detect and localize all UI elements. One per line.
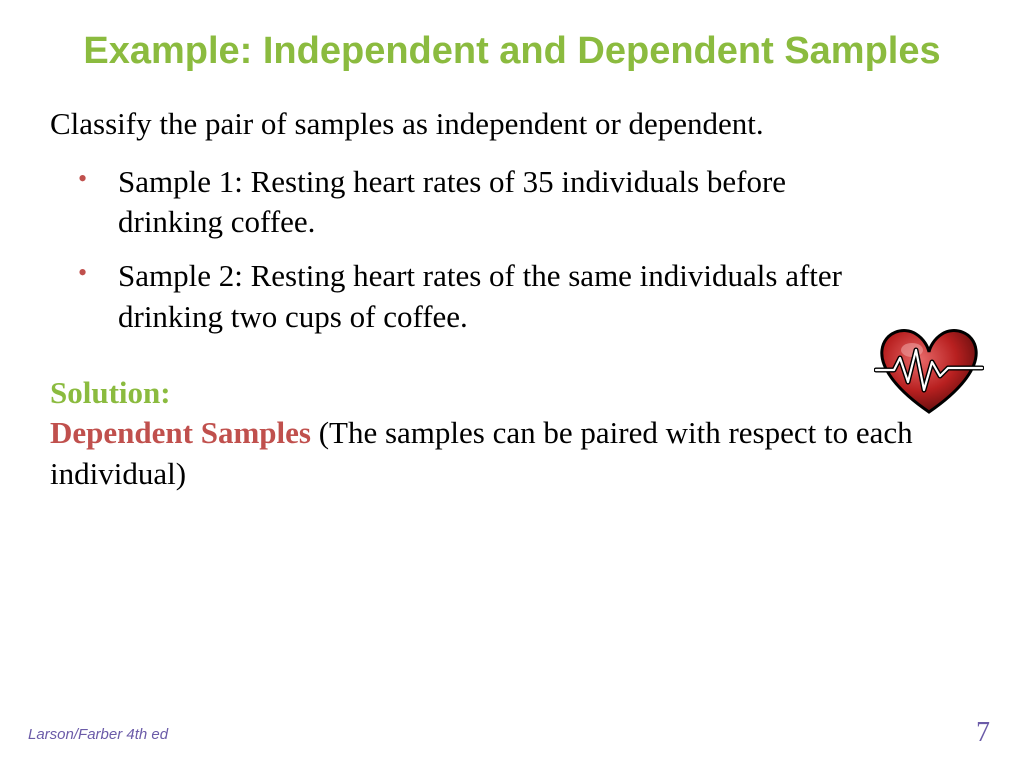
solution-label: Solution:	[50, 375, 171, 410]
list-item: Sample 1: Resting heart rates of 35 indi…	[78, 162, 858, 243]
slide-title: Example: Independent and Dependent Sampl…	[50, 28, 974, 76]
list-item: Sample 2: Resting heart rates of the sam…	[78, 256, 858, 337]
intro-text: Classify the pair of samples as independ…	[50, 104, 974, 144]
heart-icon	[874, 320, 984, 420]
bullet-list: Sample 1: Resting heart rates of 35 indi…	[50, 162, 974, 337]
solution-block: Solution: Dependent Samples (The samples…	[50, 373, 974, 494]
page-number: 7	[976, 717, 990, 749]
slide-content: Example: Independent and Dependent Sampl…	[0, 0, 1024, 494]
footer-citation: Larson/Farber 4th ed	[28, 726, 168, 743]
answer-label: Dependent Samples	[50, 415, 311, 450]
